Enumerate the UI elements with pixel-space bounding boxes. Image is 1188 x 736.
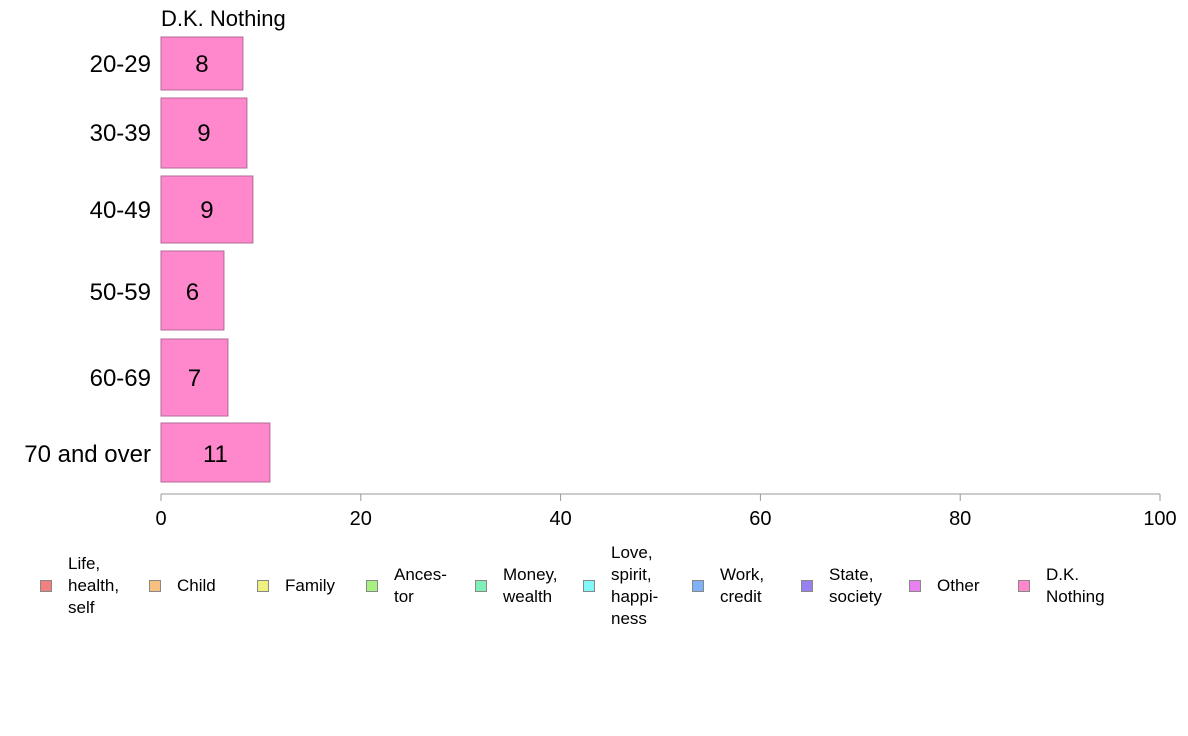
legend-label: Child bbox=[177, 576, 216, 595]
legend-label: D.K. Nothing bbox=[1046, 565, 1105, 606]
legend-item: Ances- tor bbox=[366, 540, 447, 632]
legend-label: Work, credit bbox=[720, 565, 765, 606]
legend-swatch bbox=[692, 580, 704, 592]
legend-label: Family bbox=[285, 576, 336, 595]
bar-value-label: 11 bbox=[203, 441, 228, 468]
legend-label: Love, spirit, happi- ness bbox=[611, 543, 659, 628]
legend: Life, health, self Child Family Ances- tor M… bbox=[0, 540, 1188, 640]
x-tick-label: 80 bbox=[949, 508, 971, 530]
legend-item: Money, wealth bbox=[475, 540, 558, 632]
legend-label: State, society bbox=[829, 565, 882, 606]
chart-title: D.K. Nothing bbox=[161, 6, 286, 31]
bar-70-and-over bbox=[160, 422, 271, 483]
legend-label: Other bbox=[937, 576, 980, 595]
bar-value-label: 9 bbox=[197, 120, 210, 147]
x-tick-label: 0 bbox=[155, 508, 166, 530]
legend-swatch bbox=[366, 580, 378, 592]
bar-30-39 bbox=[160, 97, 248, 169]
category-label: 50-59 bbox=[90, 279, 151, 306]
legend-swatch bbox=[583, 580, 595, 592]
legend-swatch bbox=[475, 580, 487, 592]
legend-item: D.K. Nothing bbox=[1018, 540, 1105, 632]
legend-swatch bbox=[149, 580, 161, 592]
legend-item: State, society bbox=[801, 540, 882, 632]
bar-value-label: 9 bbox=[200, 197, 213, 224]
bars-layer: 8 20-29 9 30-39 9 40-49 6 50-59 7 60-69 11 70 and o… bbox=[24, 36, 271, 483]
category-label: 20-29 bbox=[90, 51, 151, 78]
x-tick-label: 100 bbox=[1143, 508, 1176, 530]
x-tick-label: 20 bbox=[350, 508, 372, 530]
bar-value-label: 8 bbox=[195, 51, 208, 78]
bar-40-49 bbox=[160, 175, 254, 244]
legend-item: Work, credit bbox=[692, 540, 764, 632]
bar-chart: D.K. Nothing 8 20-29 9 30-39 9 40-49 6 50-59 7 60… bbox=[24, 6, 1177, 530]
legend-label: Money, wealth bbox=[503, 565, 558, 606]
legend-label: Life, health, self bbox=[68, 554, 120, 617]
x-axis: 0 20 40 60 80 100 bbox=[155, 493, 1177, 530]
bar-20-29 bbox=[160, 36, 244, 91]
legend-swatch bbox=[40, 580, 52, 592]
x-tick-label: 40 bbox=[549, 508, 571, 530]
bar-60-69 bbox=[160, 338, 229, 417]
category-label: 70 and over bbox=[24, 441, 151, 468]
legend-swatch bbox=[257, 580, 269, 592]
bar-value-label: 6 bbox=[186, 279, 199, 306]
legend-swatch bbox=[909, 580, 921, 592]
bar-50-59 bbox=[160, 250, 225, 331]
bar-value-label: 7 bbox=[188, 365, 201, 392]
legend-label: Ances- tor bbox=[394, 565, 447, 606]
category-label: 40-49 bbox=[90, 197, 151, 224]
category-label: 30-39 bbox=[90, 120, 151, 147]
legend-item: Family bbox=[257, 540, 335, 632]
legend-swatch bbox=[1018, 580, 1030, 592]
legend-swatch bbox=[801, 580, 813, 592]
legend-item: Other bbox=[909, 540, 980, 632]
category-label: 60-69 bbox=[90, 365, 151, 392]
legend-item: Child bbox=[149, 540, 216, 632]
legend-item: Life, health, self bbox=[40, 540, 119, 632]
legend-item: Love, spirit, happi- ness bbox=[583, 540, 658, 632]
x-tick-label: 60 bbox=[749, 508, 771, 530]
